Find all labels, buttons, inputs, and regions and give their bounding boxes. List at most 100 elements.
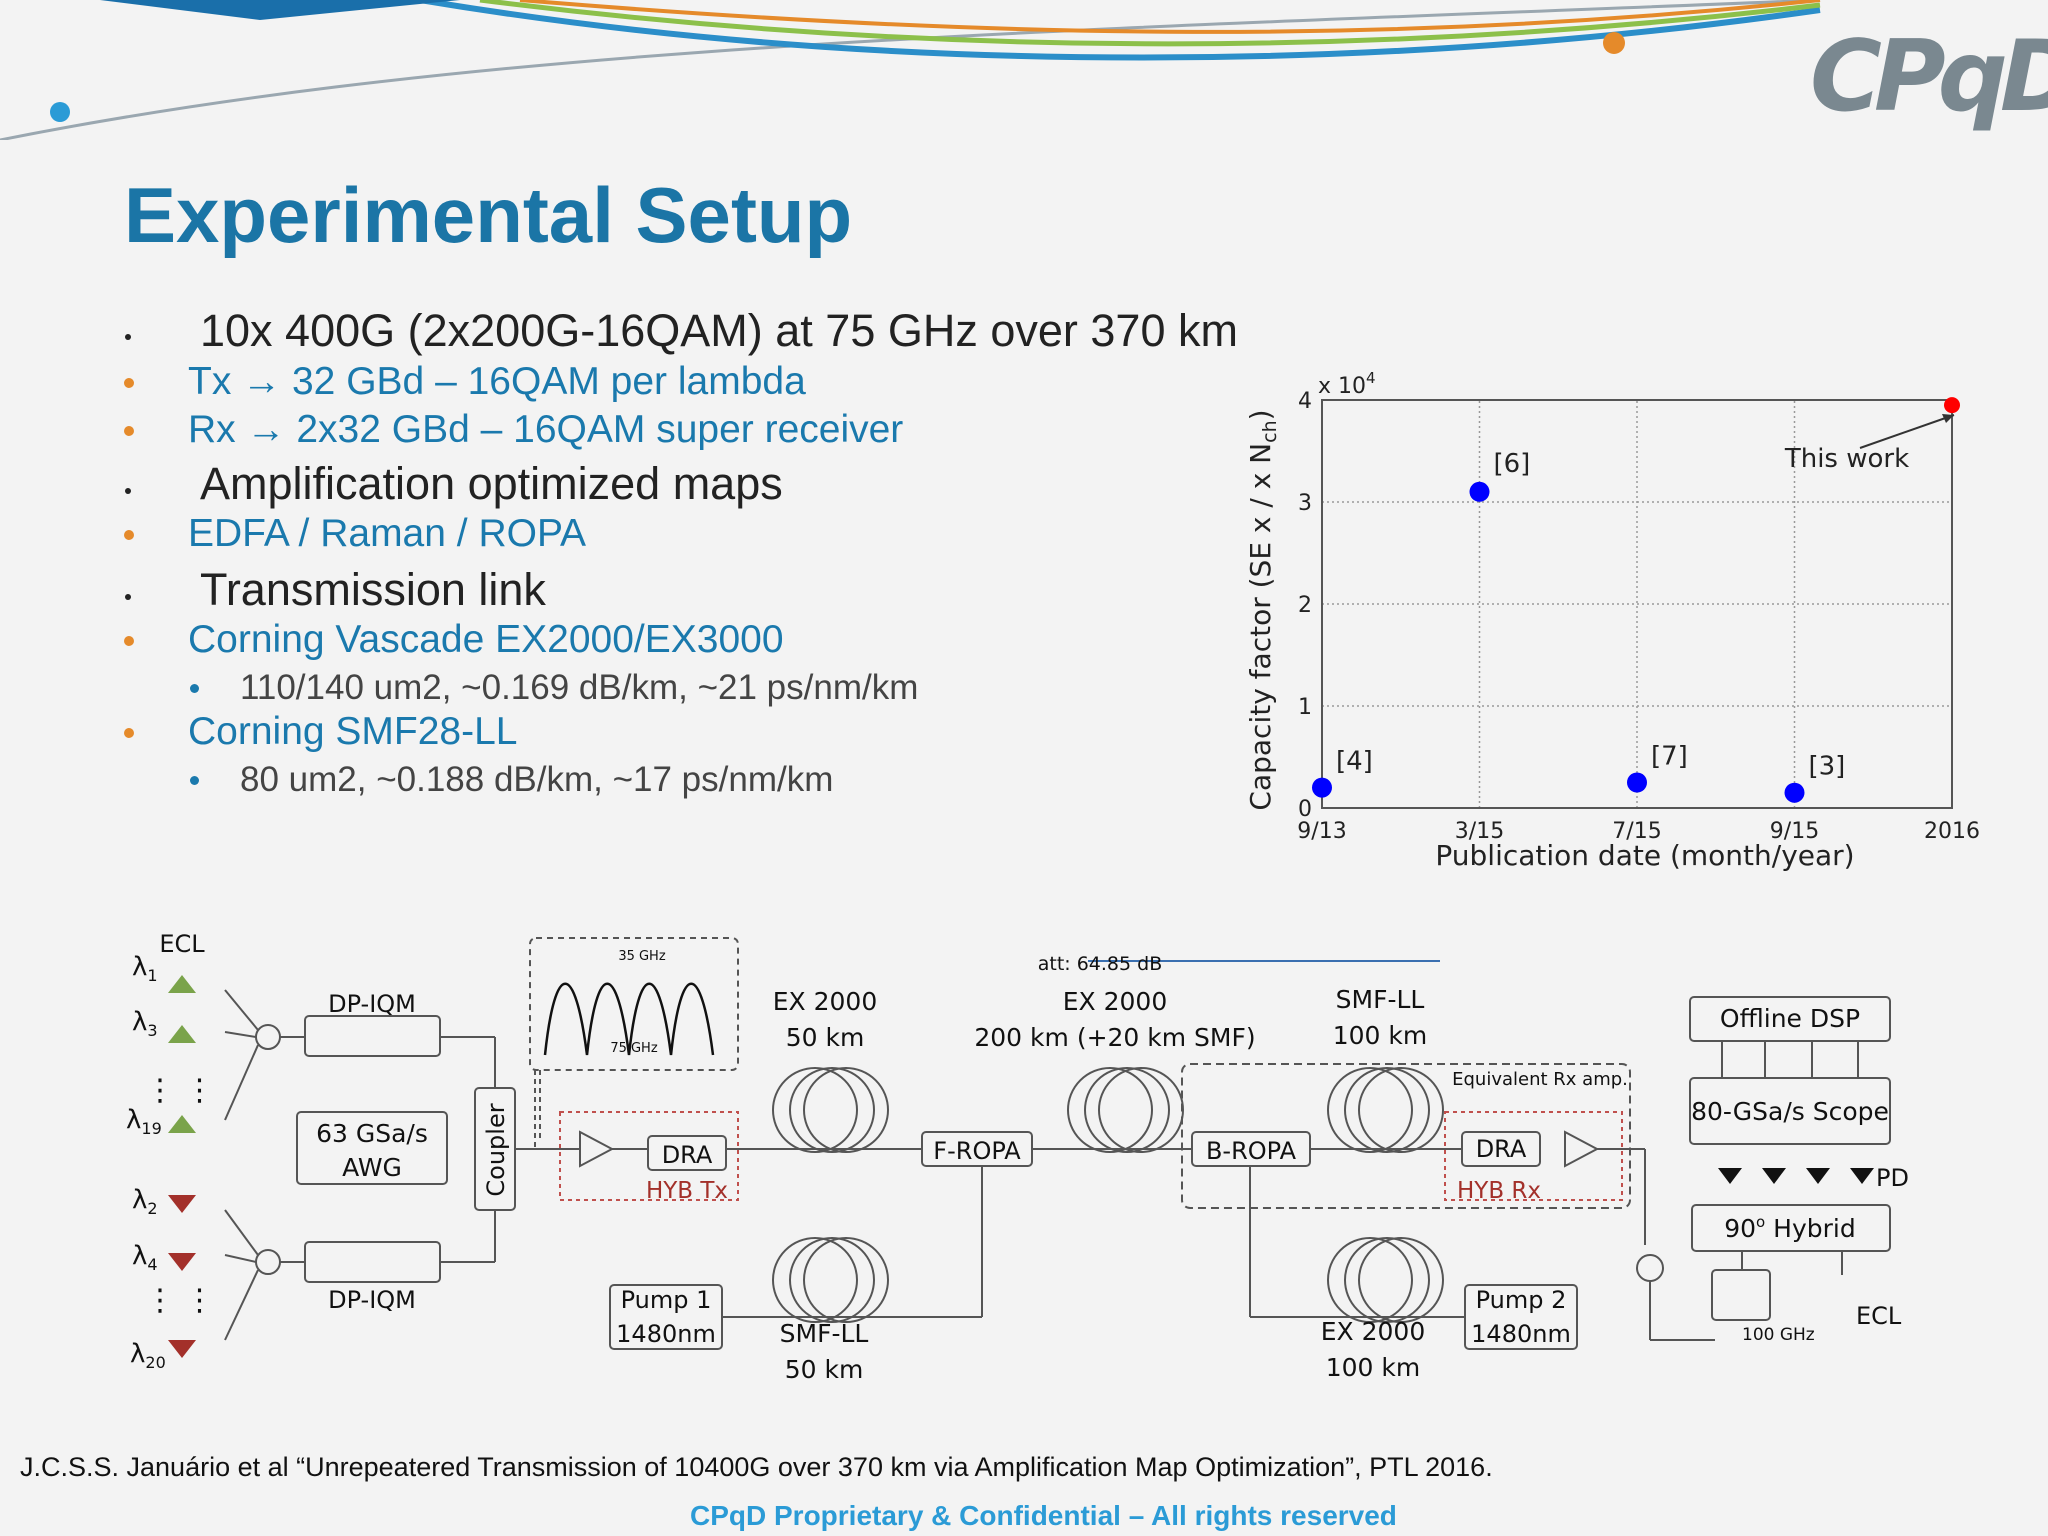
lambda-3-label: λ3 [132,1007,158,1040]
hyb-tx-label: HYB Tx [646,1178,728,1204]
span5-label-2: 100 km [1326,1353,1421,1382]
y-tick-label: 0 [1298,797,1312,822]
span2-label-2: 200 km (+20 km SMF) [974,1023,1255,1052]
bullet-item: Corning SMF28-LL [188,710,518,753]
pump1-label-2: 1480nm [616,1320,716,1348]
data-point [1784,782,1805,803]
span5-label-1: EX 2000 [1321,1317,1426,1346]
bullet-item: 80 um2, ~0.188 dB/km, ~17 ps/nm/km [240,760,834,799]
ecl-lasers: ⋮ ⋮ ⋮ ⋮ [145,975,215,1358]
dra-tx-label: DRA [662,1141,713,1169]
coupler-label: Coupler [482,1103,510,1196]
point-label: [4] [1336,747,1373,777]
bullet-dot-icon [124,378,134,388]
hybrid-box [1691,1204,1891,1252]
awg-block [296,1111,448,1185]
svg-text:⋮ ⋮: ⋮ ⋮ [145,1073,215,1108]
bullet-dot-icon [190,776,199,785]
spectrum-75-label: 75 GHz [610,1041,658,1056]
equivalent-rx-box [1181,1063,1631,1209]
x-tick-label: 9/15 [1770,819,1819,844]
spectrum-35-label: 35 GHz [618,949,666,964]
span3-label-1: SMF-LL [1336,985,1425,1014]
spectrum-inset [529,937,739,1071]
lambda-1-label: λ1 [132,952,158,985]
chart-grid [1322,400,1952,808]
bullet-item: Tx → 32 GBd – 16QAM per lambda [188,360,806,403]
point-label: This work [1784,444,1909,474]
bullet-dot-icon [190,684,199,693]
span1-label-2: 50 km [786,1023,865,1052]
filter-label: 100 GHz [1742,1325,1815,1345]
span3-label-2: 100 km [1333,1021,1428,1050]
bullet-dot-icon [125,594,131,600]
awg-label-1: 63 GSa/s [316,1119,428,1148]
data-point [1469,481,1490,502]
dra-rx-label: DRA [1476,1135,1527,1163]
lambda-19-label: λ19 [126,1105,162,1138]
data-point [1627,772,1647,793]
bullet-item: 110/140 um2, ~0.169 dB/km, ~21 ps/nm/km [240,668,919,707]
point-label: [3] [1809,752,1846,782]
lambda-4-label: λ4 [132,1241,158,1274]
attenuation-label: att: 64.85 dB [1038,953,1163,975]
f-ropa-label: F-ROPA [933,1137,1021,1165]
bullet-item: Transmission link [200,564,546,615]
span4-label-2: 50 km [785,1355,864,1384]
y-axis-label: Capacity factor (SE x / x Nch) [1244,409,1281,810]
header-decoration [0,0,1821,140]
polarization-controller-icon [1636,1254,1664,1282]
b-ropa-label: B-ROPA [1206,1137,1297,1165]
ecl-label: ECL [159,930,205,958]
f-ropa-box [921,1131,1033,1167]
dpiqm-bottom-block [304,1241,441,1283]
equivalent-rx-label: Equivalent Rx amp. [1452,1069,1628,1090]
y-multiplier: x 104 [1318,369,1376,399]
hyb-rx-box [1444,1111,1623,1201]
x-tick-label: 9/13 [1297,819,1346,844]
lambda-20-label: λ20 [130,1339,166,1372]
ecl-rx-label: ECL [1856,1302,1902,1330]
setup-diagram: ⋮ ⋮ ⋮ ⋮ ECL λ1 λ3 λ19 λ2 λ4 λ20 DP-IQM D… [126,930,1909,1384]
combiner-top-icon [255,1024,281,1050]
reference-citation: J.C.S.S. Januário et al “Unrepeatered Tr… [20,1452,1493,1482]
bullet-dot-icon [124,530,134,540]
dpiqm-top-label: DP-IQM [328,990,416,1018]
y-tick-label: 1 [1298,695,1312,720]
hyb-rx-label: HYB Rx [1457,1178,1541,1204]
bullet-item: Rx → 2x32 GBd – 16QAM super receiver [188,408,904,451]
x-tick-label: 2016 [1924,819,1980,844]
bullet-dot-icon [124,426,134,436]
span4-label-1: SMF-LL [780,1319,869,1348]
span1-label-1: EX 2000 [773,987,878,1016]
bullet-dot-icon [124,728,134,738]
hybrid-label: 90o Hybrid [1724,1213,1856,1243]
y-tick-label: 3 [1298,491,1312,516]
bullet-dot-icon [125,488,131,494]
cpqd-logo: CPqD [1810,20,2048,134]
hyb-tx-box [559,1111,739,1201]
filter-box [1711,1269,1771,1321]
capacity-chart: 0 1 2 3 4 9/13 3/15 7/15 9/15 2016 [4] [6] [7] [3] T… [1244,369,1980,872]
awg-label-2: AWG [342,1153,402,1182]
y-tick-label: 2 [1298,593,1312,618]
pump2-label-2: 1480nm [1471,1320,1571,1348]
this-work-arrow [1859,414,1955,449]
point-label: [7] [1651,742,1688,772]
offline-dsp-label: Offline DSP [1720,1004,1860,1033]
svg-text:⋮ ⋮: ⋮ ⋮ [145,1283,215,1318]
offline-dsp-box [1689,996,1891,1042]
chart-frame [1321,399,1953,809]
pd-label: PD [1876,1164,1909,1192]
photodiode-array [1718,1168,1874,1184]
blue-dot-icon [50,102,70,122]
orange-dot-icon [1603,32,1625,54]
bullet-item: 10x 400G (2x200G-16QAM) at 75 GHz over 3… [200,305,1238,356]
bullet-dot-icon [124,636,134,646]
x-tick-label: 7/15 [1612,819,1661,844]
data-point [1944,397,1960,414]
pump2-label-1: Pump 2 [1476,1286,1567,1314]
bullet-item: Amplification optimized maps [200,458,783,509]
confidential-notice: CPqD Proprietary & Confidential – All ri… [690,1500,1397,1531]
bullet-dot-icon [125,334,131,340]
